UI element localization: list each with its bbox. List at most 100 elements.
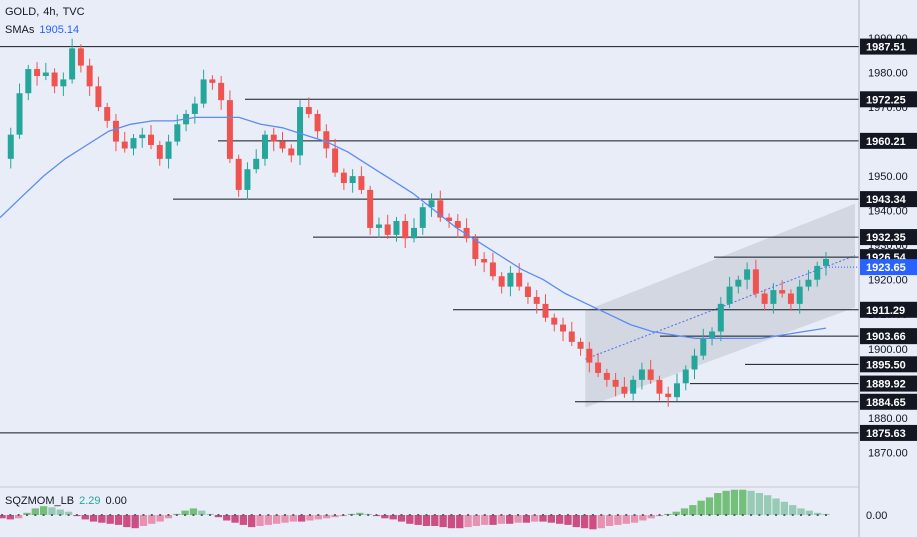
squeeze-dot <box>50 514 53 516</box>
oscillator-bar <box>31 508 39 515</box>
squeeze-dot <box>192 514 195 516</box>
candle-body <box>735 279 742 287</box>
oscillator-bar <box>639 515 647 521</box>
candle-body <box>86 65 93 87</box>
level-tag-label: 1972.25 <box>866 94 906 106</box>
y-tick-label: 1870.00 <box>868 447 908 459</box>
squeeze-dot <box>25 514 28 516</box>
candle-body <box>814 265 821 280</box>
squeeze-dot <box>808 514 811 516</box>
candle-body <box>51 72 58 87</box>
price-tags: 1987.511972.251960.211943.341932.351926.… <box>826 38 917 441</box>
oscillator-bar <box>14 515 23 519</box>
oscillator-bar <box>422 515 431 526</box>
candle-body <box>314 113 321 132</box>
oscillator-legend[interactable]: SQZMOM_LB 2.29 0.00 <box>5 495 132 507</box>
candle-body <box>647 369 654 380</box>
oscillator-bar <box>514 515 522 523</box>
candle-body <box>568 331 575 342</box>
oscillator-bar <box>589 515 597 530</box>
squeeze-dot <box>458 514 461 516</box>
y-tick-label: 1940.00 <box>868 206 908 218</box>
candle-body <box>796 286 803 304</box>
candle-body <box>200 79 207 104</box>
oscillator-bar <box>472 515 481 526</box>
squeeze-dot <box>442 514 445 516</box>
candle-body <box>419 207 426 228</box>
oscillator-bar <box>131 515 139 529</box>
candle-body <box>603 372 610 380</box>
oscillator-name: SQZMOM_LB <box>5 495 75 507</box>
squeeze-dot <box>292 514 295 516</box>
oscillator-signal: 0.00 <box>105 495 127 507</box>
level-tag <box>860 38 917 55</box>
level-tag <box>860 191 917 208</box>
level-tag-label: 1903.66 <box>866 331 906 343</box>
interval-label: 4h <box>43 6 56 18</box>
oscillator-bar <box>705 497 714 515</box>
candle-body <box>25 69 32 94</box>
candle-body <box>691 355 698 370</box>
squeeze-dot <box>633 514 636 516</box>
squeeze-dot <box>608 514 611 516</box>
candle-body <box>428 200 435 208</box>
candle-body <box>489 262 496 277</box>
sma-line-path <box>0 116 827 340</box>
squeeze-dot <box>775 514 778 516</box>
oscillator-bar <box>231 515 239 523</box>
squeeze-dot <box>358 514 361 516</box>
oscillator-bar <box>572 515 580 528</box>
squeeze-dot <box>550 514 553 516</box>
level-tag-label: 1911.29 <box>866 305 905 317</box>
squeeze-dot <box>242 514 245 516</box>
candle-body <box>726 286 733 304</box>
squeeze-dot <box>741 514 744 516</box>
squeeze-dot <box>209 514 212 516</box>
squeeze-dot <box>167 514 170 516</box>
oscillator-bar <box>564 515 572 525</box>
squeeze-dot <box>175 514 178 516</box>
candle-body <box>472 238 479 259</box>
squeeze-dot <box>725 514 728 516</box>
candle-body <box>261 134 268 159</box>
candle-body <box>375 224 382 228</box>
oscillator-bar <box>0 515 6 519</box>
oscillator-bar <box>281 515 289 523</box>
squeeze-dot <box>342 514 345 516</box>
candle-body <box>656 379 663 394</box>
squeeze-dot <box>259 514 262 516</box>
oscillator-bar <box>223 515 231 521</box>
candle-body <box>235 158 242 190</box>
squeeze-dot <box>625 514 628 516</box>
squeeze-dot <box>666 514 669 516</box>
sma-legend[interactable]: SMAs 1905.14 <box>5 24 84 36</box>
oscillator-bar <box>772 498 780 515</box>
oscillator-value: 2.29 <box>79 495 101 507</box>
y-tick-label: 1900.00 <box>868 344 908 356</box>
squeeze-dot <box>383 514 386 516</box>
candle-body <box>524 286 531 297</box>
candle-body <box>156 145 163 159</box>
candle-body <box>498 276 505 287</box>
oscillator-bar <box>630 515 639 523</box>
oscillator-bar <box>689 505 697 515</box>
squeeze-dot <box>42 514 45 516</box>
symbol-label: GOLD <box>5 6 37 18</box>
candle-body <box>507 272 514 287</box>
oscillator-bar <box>256 515 264 526</box>
oscillator-bar <box>148 515 156 524</box>
candle-body <box>709 331 716 339</box>
candle-body <box>305 107 312 114</box>
oscillator-bar <box>189 508 198 515</box>
sma-name: SMAs <box>5 24 35 36</box>
squeeze-dot <box>425 514 428 516</box>
level-tag <box>860 424 917 441</box>
candle-body <box>42 72 49 76</box>
candle-body <box>270 134 277 142</box>
source-label: TVC <box>62 6 85 18</box>
squeeze-dot <box>134 514 137 516</box>
y-tick-label: 1980.00 <box>868 68 908 80</box>
candle-body <box>226 100 233 159</box>
